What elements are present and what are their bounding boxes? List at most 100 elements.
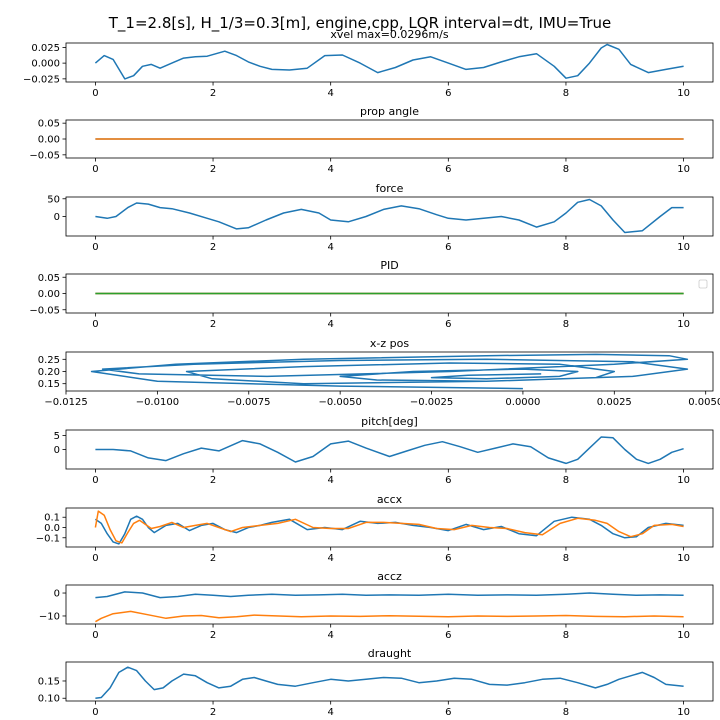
x-tick-label: 10 xyxy=(677,553,690,564)
x-tick-label: 8 xyxy=(563,164,569,175)
y-tick-label: 0.10 xyxy=(38,694,60,705)
series-line-1 xyxy=(95,591,684,599)
x-tick-label: −0.0075 xyxy=(227,397,270,408)
series-line-1 xyxy=(94,43,684,80)
x-tick-label: 8 xyxy=(563,88,569,99)
legend-box xyxy=(698,279,708,289)
x-tick-label: −0.0100 xyxy=(136,397,179,408)
y-tick-label: 0 xyxy=(54,589,60,600)
x-tick-label: 2 xyxy=(210,553,216,564)
x-tick-label: 6 xyxy=(445,88,451,99)
y-tick-label: 0.0 xyxy=(44,523,60,534)
x-tick-label: 8 xyxy=(563,553,569,564)
y-tick-label: −0.1 xyxy=(36,533,60,544)
subplot-title: force xyxy=(376,182,404,195)
x-tick-label: 0 xyxy=(92,553,98,564)
x-tick-label: 0 xyxy=(92,164,98,175)
axes-frame xyxy=(65,584,714,625)
x-tick-label: 10 xyxy=(677,707,690,718)
subplot-3: force 0 2 4 6 8 10 0 50 xyxy=(47,182,714,253)
y-tick-label: 0.025 xyxy=(31,43,60,54)
x-tick-label: 2 xyxy=(210,88,216,99)
subplot-title: accz xyxy=(377,570,402,583)
axes-frame xyxy=(65,661,714,702)
x-tick-label: 6 xyxy=(445,319,451,330)
x-tick-label: 6 xyxy=(445,475,451,486)
x-tick-label: 4 xyxy=(327,475,333,486)
subplot-6: pitch[deg] 0 2 4 6 8 10 0 5 xyxy=(54,415,714,486)
y-tick-label: 0.15 xyxy=(38,676,60,687)
x-tick-label: 8 xyxy=(563,242,569,253)
x-tick-label: 4 xyxy=(327,707,333,718)
x-tick-label: 6 xyxy=(445,630,451,641)
x-tick-label: 6 xyxy=(445,242,451,253)
subplot-title: pitch[deg] xyxy=(361,415,418,428)
y-tick-label: 0.000 xyxy=(31,59,60,70)
subplot-title: accx xyxy=(377,493,403,506)
x-tick-label: 10 xyxy=(677,242,690,253)
subplot-5: x-z pos −0.0125 −0.0100 −0.0075 −0.0050 −0.00… xyxy=(38,337,720,408)
series-line-1 xyxy=(95,198,684,234)
x-tick-label: 2 xyxy=(210,164,216,175)
x-tick-label: 10 xyxy=(677,319,690,330)
y-tick-label: 5 xyxy=(54,431,60,442)
y-tick-label: −0.05 xyxy=(29,150,60,161)
y-tick-label: 0.15 xyxy=(38,379,60,390)
y-tick-label: 0.00 xyxy=(38,135,60,146)
x-tick-label: −0.0125 xyxy=(44,397,87,408)
x-tick-label: 6 xyxy=(445,164,451,175)
x-tick-label: 0 xyxy=(92,475,98,486)
x-tick-label: 6 xyxy=(445,553,451,564)
y-tick-label: 0 xyxy=(54,445,60,456)
subplot-title: x-z pos xyxy=(370,337,409,350)
axes-frame xyxy=(65,196,714,237)
y-tick-label: 0 xyxy=(54,212,60,223)
x-tick-label: 4 xyxy=(327,553,333,564)
series-line-1 xyxy=(90,353,689,390)
y-tick-label: 0.25 xyxy=(38,355,60,366)
x-tick-label: 0 xyxy=(92,319,98,330)
x-tick-label: 2 xyxy=(210,242,216,253)
x-tick-label: 0.0000 xyxy=(505,397,540,408)
subplot-title: PID xyxy=(380,259,398,272)
x-tick-label: 10 xyxy=(677,630,690,641)
x-tick-label: 10 xyxy=(677,475,690,486)
x-tick-label: 8 xyxy=(563,475,569,486)
x-tick-label: 2 xyxy=(210,707,216,718)
x-tick-label: 4 xyxy=(327,319,333,330)
y-tick-label: 50 xyxy=(47,194,60,205)
x-tick-label: 10 xyxy=(677,164,690,175)
x-tick-label: 2 xyxy=(210,630,216,641)
x-tick-label: 10 xyxy=(677,88,690,99)
subplot-1: xvel max=0.0296m/s 0 2 4 6 8 10 −0.025 0.000 0.02… xyxy=(23,28,714,99)
x-tick-label: 0 xyxy=(92,88,98,99)
series-line-1 xyxy=(95,436,684,465)
figure-title: T_1=2.8[s], H_1/3=0.3[m], engine,cpp, LQ… xyxy=(108,14,611,33)
x-tick-label: 2 xyxy=(210,319,216,330)
y-tick-label: 0.05 xyxy=(38,273,60,284)
x-tick-label: 4 xyxy=(327,164,333,175)
x-tick-label: −0.0025 xyxy=(410,397,453,408)
x-tick-label: 0.0025 xyxy=(597,397,632,408)
y-tick-label: −10 xyxy=(39,611,60,622)
subplot-title: prop angle xyxy=(360,105,419,118)
x-tick-label: 6 xyxy=(445,707,451,718)
y-tick-label: −0.025 xyxy=(23,74,60,85)
series-line-2 xyxy=(95,610,684,623)
x-tick-label: 8 xyxy=(563,319,569,330)
series-line-1 xyxy=(95,666,684,699)
x-tick-label: 0 xyxy=(92,242,98,253)
y-tick-label: 0.00 xyxy=(38,289,60,300)
y-tick-label: 0.1 xyxy=(44,513,60,524)
subplot-4: PID 0 2 4 6 8 10 −0.05 0.00 0.05 xyxy=(29,259,714,330)
subplot-7: accx 0 2 4 6 8 10 −0.10.00.1 xyxy=(36,493,714,564)
subplot-title: draught xyxy=(368,647,412,660)
x-tick-label: 8 xyxy=(563,630,569,641)
x-tick-label: 8 xyxy=(563,707,569,718)
subplot-9: draught 0 2 4 6 8 10 0.10 0.15 xyxy=(38,647,714,718)
x-tick-label: 0 xyxy=(92,630,98,641)
y-tick-label: 0.05 xyxy=(38,119,60,130)
axes-frame xyxy=(65,42,714,83)
